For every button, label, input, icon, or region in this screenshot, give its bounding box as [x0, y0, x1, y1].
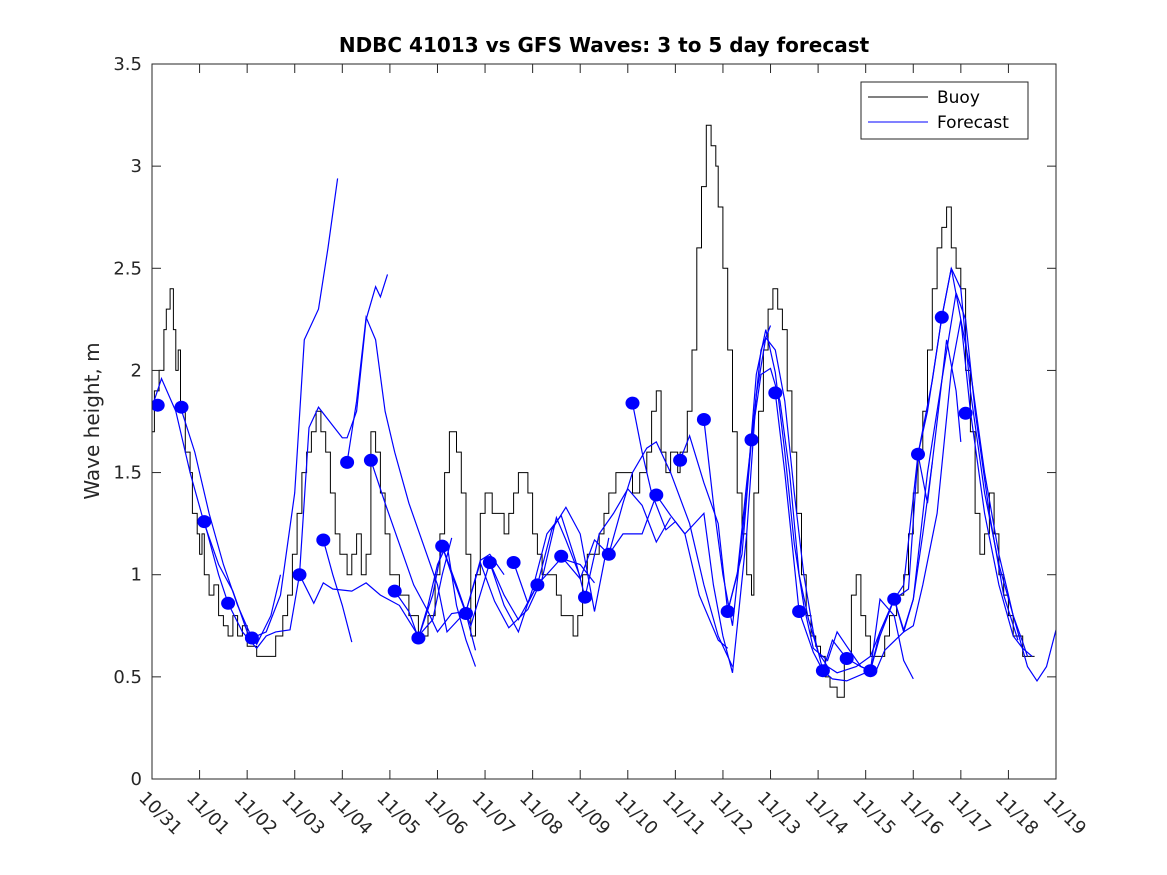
forecast-line — [179, 178, 339, 639]
forecast-point — [768, 386, 783, 400]
forecast-point — [649, 488, 664, 502]
buoy-line — [152, 124, 1035, 698]
forecast-point — [911, 447, 925, 461]
forecast-line — [298, 537, 453, 638]
forecast-point — [197, 515, 212, 529]
forecast-point — [340, 455, 355, 469]
axes-frame — [151, 63, 1057, 780]
forecast-point — [934, 310, 949, 324]
y-tick-label: 1.5 — [113, 463, 142, 484]
forecast-point — [887, 592, 902, 606]
y-tick-label: 3.5 — [113, 54, 142, 75]
y-tick-label: 0 — [131, 769, 142, 790]
forecast-point — [244, 631, 259, 645]
forecast-line — [513, 557, 595, 605]
forecast-point — [435, 539, 450, 553]
forecast-point — [863, 664, 878, 678]
forecast-point — [174, 400, 189, 414]
forecast-point — [316, 533, 331, 547]
forecast-line — [394, 542, 477, 667]
forecast-point — [792, 605, 807, 618]
forecast-line — [893, 462, 933, 632]
forecast-point — [506, 556, 521, 569]
forecast-point — [363, 453, 378, 467]
forecast-point — [554, 549, 569, 563]
legend-buoy-label: Buoy — [937, 88, 980, 108]
forecast-point — [482, 556, 497, 569]
forecast-point — [696, 413, 711, 426]
y-tick-label: 1 — [131, 565, 142, 586]
forecast-point — [720, 605, 735, 618]
plot-area — [152, 64, 1056, 779]
legend: Buoy Forecast — [860, 81, 1029, 140]
forecast-point — [673, 453, 688, 467]
legend-forecast-label: Forecast — [937, 113, 1009, 133]
chart-title: NDBC 41013 vs GFS Waves: 3 to 5 day fore… — [339, 33, 870, 57]
forecast-point — [744, 433, 759, 447]
series-layer — [152, 124, 1056, 698]
forecast-line — [679, 319, 1056, 682]
forecast-point — [292, 568, 307, 582]
forecast-point — [601, 547, 616, 561]
forecast-line — [869, 597, 914, 680]
forecast-line — [774, 266, 1029, 673]
forecast-line — [370, 460, 581, 634]
plot-marks — [152, 124, 1056, 698]
y-tick-label: 2 — [131, 360, 142, 381]
forecast-point — [152, 398, 165, 412]
forecast-point — [625, 396, 640, 410]
forecast-point — [411, 631, 426, 645]
forecast-point — [578, 590, 592, 604]
y-tick-label: 0.5 — [113, 667, 142, 688]
forecast-line — [560, 493, 729, 649]
forecast-line — [322, 539, 353, 643]
forecast-point — [815, 664, 830, 678]
y-tick-label: 2.5 — [113, 258, 142, 279]
legend-box — [860, 81, 1029, 140]
forecast-point — [387, 584, 402, 598]
forecast-line — [608, 441, 734, 667]
forecast-point — [221, 596, 236, 610]
forecast-point — [530, 578, 545, 592]
forecast-point — [839, 652, 854, 665]
y-axis-label: Wave height, m — [80, 342, 104, 499]
forecast-point — [459, 607, 473, 620]
forecast-point — [958, 406, 973, 420]
forecast-line — [917, 339, 962, 504]
forecast-line — [152, 376, 282, 646]
y-tick-label: 3 — [131, 156, 142, 177]
